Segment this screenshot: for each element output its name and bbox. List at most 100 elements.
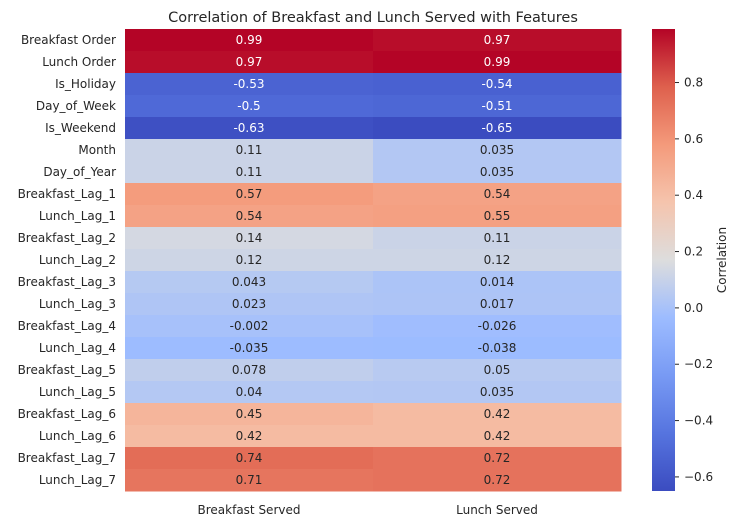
heatmap-cell xyxy=(125,293,374,316)
row-label: Lunch_Lag_5 xyxy=(39,385,116,399)
cell-value-label: 0.99 xyxy=(484,55,511,69)
heatmap-cell xyxy=(373,73,622,96)
heatmap-cell xyxy=(373,447,622,470)
cell-value-label: 0.97 xyxy=(484,33,511,47)
cell-value-label: 0.71 xyxy=(236,473,263,487)
heatmap-cell xyxy=(125,249,374,272)
heatmap-cell xyxy=(373,51,622,74)
row-label: Breakfast_Lag_4 xyxy=(18,319,116,333)
heatmap-cell xyxy=(125,205,374,228)
heatmap-cell xyxy=(373,381,622,404)
row-label: Breakfast_Lag_3 xyxy=(18,275,116,289)
cell-value-label: 0.014 xyxy=(480,275,514,289)
cell-value-label: 0.12 xyxy=(236,253,263,267)
colorbar-tick-label: 0.6 xyxy=(684,132,703,146)
cell-value-label: 0.05 xyxy=(484,363,511,377)
heatmap-cell xyxy=(373,161,622,184)
cell-value-label: 0.017 xyxy=(480,297,514,311)
heatmap-cell xyxy=(373,271,622,294)
row-labels: Breakfast Order Lunch Order Is_Holiday Day_… xyxy=(18,33,116,487)
cell-value-label: 0.078 xyxy=(232,363,266,377)
cell-value-label: 0.54 xyxy=(236,209,263,223)
cell-value-label: 0.11 xyxy=(484,231,511,245)
heatmap-cell xyxy=(373,227,622,250)
row-label: Lunch_Lag_2 xyxy=(39,253,116,267)
cell-value-label: 0.42 xyxy=(484,407,511,421)
heatmap-cell xyxy=(125,271,374,294)
cell-value-label: -0.65 xyxy=(481,121,512,135)
heatmap-cell xyxy=(125,29,374,52)
heatmap-cell xyxy=(373,29,622,52)
row-label: Breakfast_Lag_5 xyxy=(18,363,116,377)
colorbar-tick-label: 0.4 xyxy=(684,188,703,202)
cell-value-label: -0.5 xyxy=(237,99,260,113)
cell-value-labels: 0.99 0.97 0.97 0.99 -0.53 -0.54 -0.5 -0.51 -0.63… xyxy=(230,33,517,487)
row-label: Day_of_Year xyxy=(43,165,116,179)
heatmap-cell xyxy=(373,359,622,382)
heatmap-cell xyxy=(373,117,622,140)
heatmap-cell xyxy=(373,183,622,206)
colorbar-tick-label: −0.4 xyxy=(684,414,713,428)
heatmap-cell xyxy=(373,293,622,316)
heatmap-cell xyxy=(373,95,622,118)
row-label: Breakfast Order xyxy=(21,33,116,47)
heatmap-cell xyxy=(373,249,622,272)
heatmap-cell xyxy=(373,337,622,360)
heatmap-cell xyxy=(125,51,374,74)
cell-value-label: 0.97 xyxy=(236,55,263,69)
heatmap-cell xyxy=(125,337,374,360)
colorbar-tick-label: 0.0 xyxy=(684,301,703,315)
row-label: Lunch_Lag_6 xyxy=(39,429,116,443)
cell-value-label: 0.04 xyxy=(236,385,263,399)
heatmap-cell xyxy=(373,469,622,492)
cell-value-label: 0.12 xyxy=(484,253,511,267)
heatmap-cell xyxy=(125,403,374,426)
cell-value-label: 0.72 xyxy=(484,451,511,465)
row-label: Breakfast_Lag_7 xyxy=(18,451,116,465)
heatmap-cell xyxy=(125,359,374,382)
heatmap-cell xyxy=(125,227,374,250)
cell-value-label: 0.023 xyxy=(232,297,266,311)
cell-value-label: -0.63 xyxy=(233,121,264,135)
column-label: Breakfast Served xyxy=(198,503,301,517)
row-label: Breakfast_Lag_1 xyxy=(18,187,116,201)
colorbar-ticks: 0.8 0.6 0.4 0.2 0.0 −0.2 −0.4 −0.6 xyxy=(675,76,713,484)
heatmap-cell xyxy=(125,183,374,206)
cell-value-label: -0.53 xyxy=(233,77,264,91)
row-label: Day_of_Week xyxy=(36,99,116,113)
row-label: Is_Holiday xyxy=(55,77,116,91)
colorbar-tick-label: 0.2 xyxy=(684,245,703,259)
row-label: Lunch Order xyxy=(42,55,116,69)
cell-value-label: 0.72 xyxy=(484,473,511,487)
heatmap-cell xyxy=(373,403,622,426)
column-labels: Breakfast Served Lunch Served xyxy=(198,503,538,517)
cell-value-label: 0.11 xyxy=(236,143,263,157)
cell-value-label: 0.99 xyxy=(236,33,263,47)
colorbar-tick-label: −0.6 xyxy=(684,470,713,484)
colorbar-label: Correlation xyxy=(715,227,729,293)
cell-value-label: -0.038 xyxy=(478,341,517,355)
heatmap-cell xyxy=(125,95,374,118)
cell-value-label: 0.035 xyxy=(480,165,514,179)
cell-value-label: 0.54 xyxy=(484,187,511,201)
heatmap-cell xyxy=(373,315,622,338)
colorbar xyxy=(652,29,675,491)
cell-value-label: 0.42 xyxy=(484,429,511,443)
cell-value-label: 0.57 xyxy=(236,187,263,201)
row-label: Lunch_Lag_1 xyxy=(39,209,116,223)
row-label: Breakfast_Lag_2 xyxy=(18,231,116,245)
cell-value-label: -0.035 xyxy=(230,341,269,355)
heatmap-cell xyxy=(125,117,374,140)
heatmap-cell xyxy=(373,205,622,228)
heatmap-cell xyxy=(373,139,622,162)
colorbar-tick-label: −0.2 xyxy=(684,357,713,371)
row-label: Month xyxy=(78,143,116,157)
cell-value-label: -0.51 xyxy=(481,99,512,113)
heatmap-cell xyxy=(125,447,374,470)
row-label: Breakfast_Lag_6 xyxy=(18,407,116,421)
cell-value-label: 0.45 xyxy=(236,407,263,421)
cell-value-label: 0.42 xyxy=(236,429,263,443)
heatmap-cell xyxy=(125,73,374,96)
cell-value-label: 0.74 xyxy=(236,451,263,465)
